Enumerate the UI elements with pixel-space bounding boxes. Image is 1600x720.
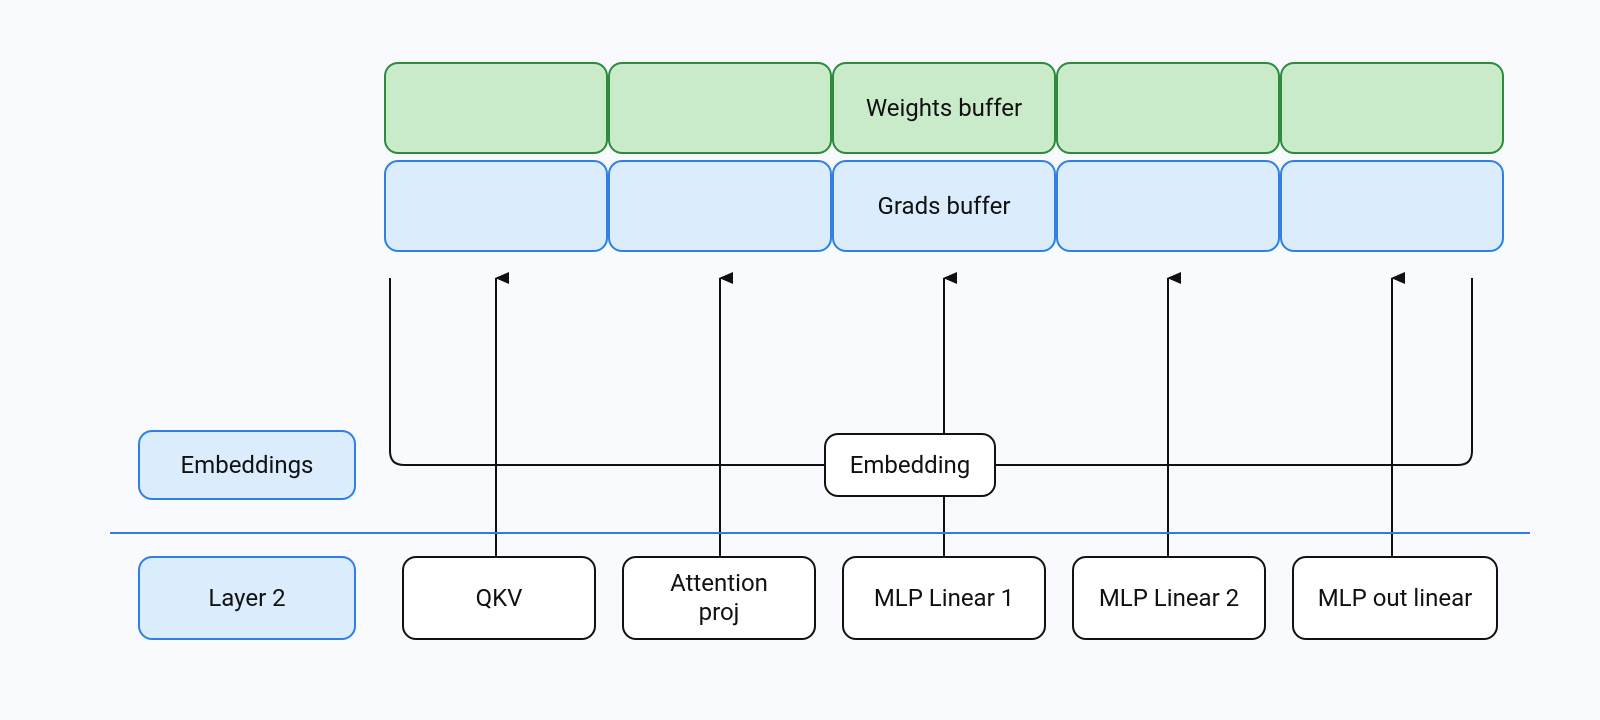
- op-cell-3-label: MLP Linear 2: [1099, 584, 1239, 613]
- grads-buffer-cell-3: [1056, 160, 1280, 252]
- op-cell-2-label: MLP Linear 1: [874, 584, 1014, 613]
- separator-line: [110, 532, 1530, 534]
- grads-buffer-cell-0: [384, 160, 608, 252]
- layer2-label: Layer 2: [208, 584, 285, 613]
- embedding-box: Embedding: [824, 433, 996, 497]
- grads-buffer-cell-2: Grads buffer: [832, 160, 1056, 252]
- weights-buffer-cell-3: [1056, 62, 1280, 154]
- layer2-box: Layer 2: [138, 556, 356, 640]
- weights-buffer-cell-1: [608, 62, 832, 154]
- op-cell-4-label: MLP out linear: [1318, 584, 1473, 613]
- op-cell-2: MLP Linear 1: [842, 556, 1046, 640]
- op-cell-4: MLP out linear: [1292, 556, 1498, 640]
- op-cell-1-label: Attention proj: [670, 569, 768, 627]
- op-cell-0: QKV: [402, 556, 596, 640]
- embeddings-label: Embeddings: [181, 451, 314, 480]
- weights-buffer-cell-0: [384, 62, 608, 154]
- grads-buffer-cell-2-label: Grads buffer: [878, 192, 1011, 221]
- weights-buffer-cell-4: [1280, 62, 1504, 154]
- diagram-canvas: { "canvas": { "width": 1600, "height": 7…: [0, 0, 1600, 720]
- grads-buffer-cell-1: [608, 160, 832, 252]
- embedding-label: Embedding: [850, 451, 971, 480]
- grads-buffer-cell-4: [1280, 160, 1504, 252]
- embeddings-box: Embeddings: [138, 430, 356, 500]
- op-cell-0-label: QKV: [476, 584, 523, 613]
- op-cell-3: MLP Linear 2: [1072, 556, 1266, 640]
- weights-buffer-cell-2-label: Weights buffer: [866, 94, 1022, 123]
- weights-buffer-cell-2: Weights buffer: [832, 62, 1056, 154]
- op-cell-1: Attention proj: [622, 556, 816, 640]
